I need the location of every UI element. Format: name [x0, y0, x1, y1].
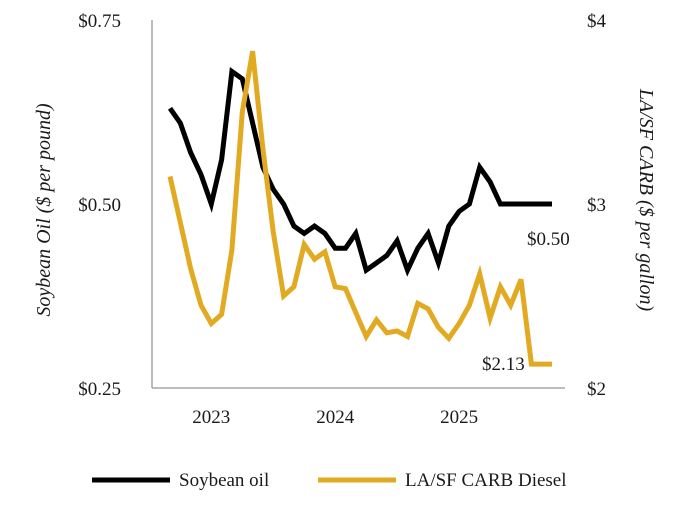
x-tick-labels: 2023 2024 2025	[192, 407, 478, 428]
left-y-tick-label-0: $0.75	[78, 11, 121, 32]
right-y-tick-labels: $4 $3 $2	[587, 11, 607, 400]
right-y-tick-label-0: $4	[587, 11, 607, 32]
right-y-tick-label-1: $3	[587, 195, 606, 216]
carb-diesel-end-label: $2.13	[482, 354, 525, 375]
left-y-axis-title: Soybean Oil ($ per pound)	[33, 103, 55, 317]
soybean-oil-line	[167, 67, 552, 277]
x-tick-label-2: 2025	[440, 407, 478, 428]
x-tick-label-0: 2023	[192, 407, 230, 428]
left-y-tick-label-2: $0.25	[78, 379, 121, 400]
legend-label-carb-diesel: LA/SF CARB Diesel	[405, 470, 567, 491]
left-y-tick-label-1: $0.50	[78, 195, 121, 216]
legend: Soybean oil LA/SF CARB Diesel	[92, 470, 567, 491]
right-y-axis-title: LA/SF CARB ($ per gallon)	[635, 88, 657, 312]
carb-diesel-line	[167, 50, 552, 367]
x-tick-label-1: 2024	[316, 407, 355, 428]
left-y-tick-labels: $0.75 $0.50 $0.25	[78, 11, 121, 400]
right-y-tick-label-2: $2	[587, 379, 606, 400]
soybean-oil-end-label: $0.50	[527, 229, 570, 250]
legend-label-soybean-oil: Soybean oil	[179, 470, 269, 491]
